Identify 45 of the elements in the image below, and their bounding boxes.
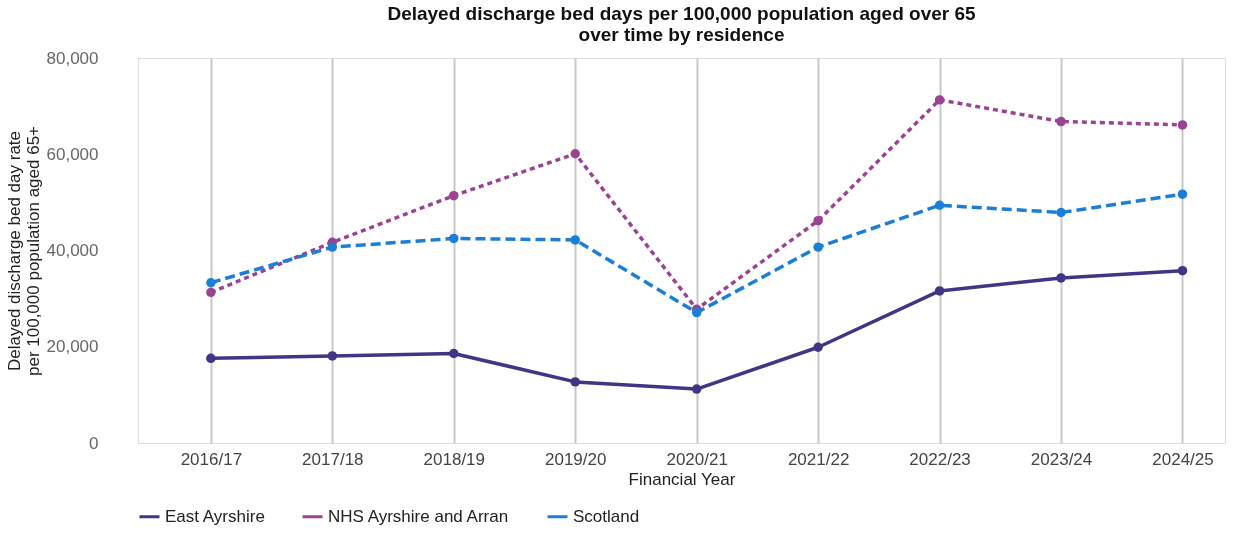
point xyxy=(206,278,216,288)
point xyxy=(570,149,580,159)
x-tick-label: 2023/24 xyxy=(1030,449,1093,469)
x-tick-label: 2017/18 xyxy=(302,449,364,469)
x-tick-label: 2024/25 xyxy=(1152,449,1214,469)
chart-title: Delayed discharge bed days per 100,000 population aged over 65 over time by residence xyxy=(387,3,977,45)
point xyxy=(1056,273,1066,283)
point xyxy=(327,242,338,252)
x-tick-label: 2022/23 xyxy=(909,449,971,469)
point xyxy=(813,215,823,226)
x-tick-label: 2020/21 xyxy=(666,449,728,469)
point xyxy=(813,242,823,252)
point xyxy=(934,286,945,296)
x-tick-label: 2019/20 xyxy=(545,449,607,469)
y-tick-label: 20,000 xyxy=(46,337,99,357)
point xyxy=(691,384,702,394)
point xyxy=(1177,120,1188,130)
point xyxy=(570,235,580,245)
point xyxy=(206,353,216,364)
legend-label: NHS Ayrshire and Arran xyxy=(328,506,509,526)
point xyxy=(206,287,216,298)
point xyxy=(934,200,945,210)
legend-label: Scotland xyxy=(573,506,640,526)
y-tick-label: 0 xyxy=(89,433,99,453)
point xyxy=(327,351,338,361)
point xyxy=(449,233,459,244)
x-axis-title: Financial Year xyxy=(628,469,736,489)
point xyxy=(570,377,580,387)
legend-label: East Ayrshire xyxy=(165,506,265,526)
point xyxy=(449,348,459,359)
y-axis-title: Delayed discharge bed day rate per 100,000 population aged 65+ xyxy=(4,125,43,377)
point xyxy=(934,95,945,105)
point xyxy=(691,307,702,318)
point xyxy=(1177,189,1188,199)
point xyxy=(1177,265,1188,276)
y-tick-label: 40,000 xyxy=(46,241,99,260)
point xyxy=(1056,116,1066,127)
x-tick-label: 2018/19 xyxy=(423,449,485,469)
point xyxy=(1056,207,1066,218)
x-tick-label: 2016/17 xyxy=(180,449,243,469)
point xyxy=(449,190,459,201)
point xyxy=(813,342,823,352)
x-tick-label: 2021/22 xyxy=(787,449,850,469)
y-tick-label: 60,000 xyxy=(46,144,99,164)
y-tick-label: 80,000 xyxy=(46,48,99,68)
